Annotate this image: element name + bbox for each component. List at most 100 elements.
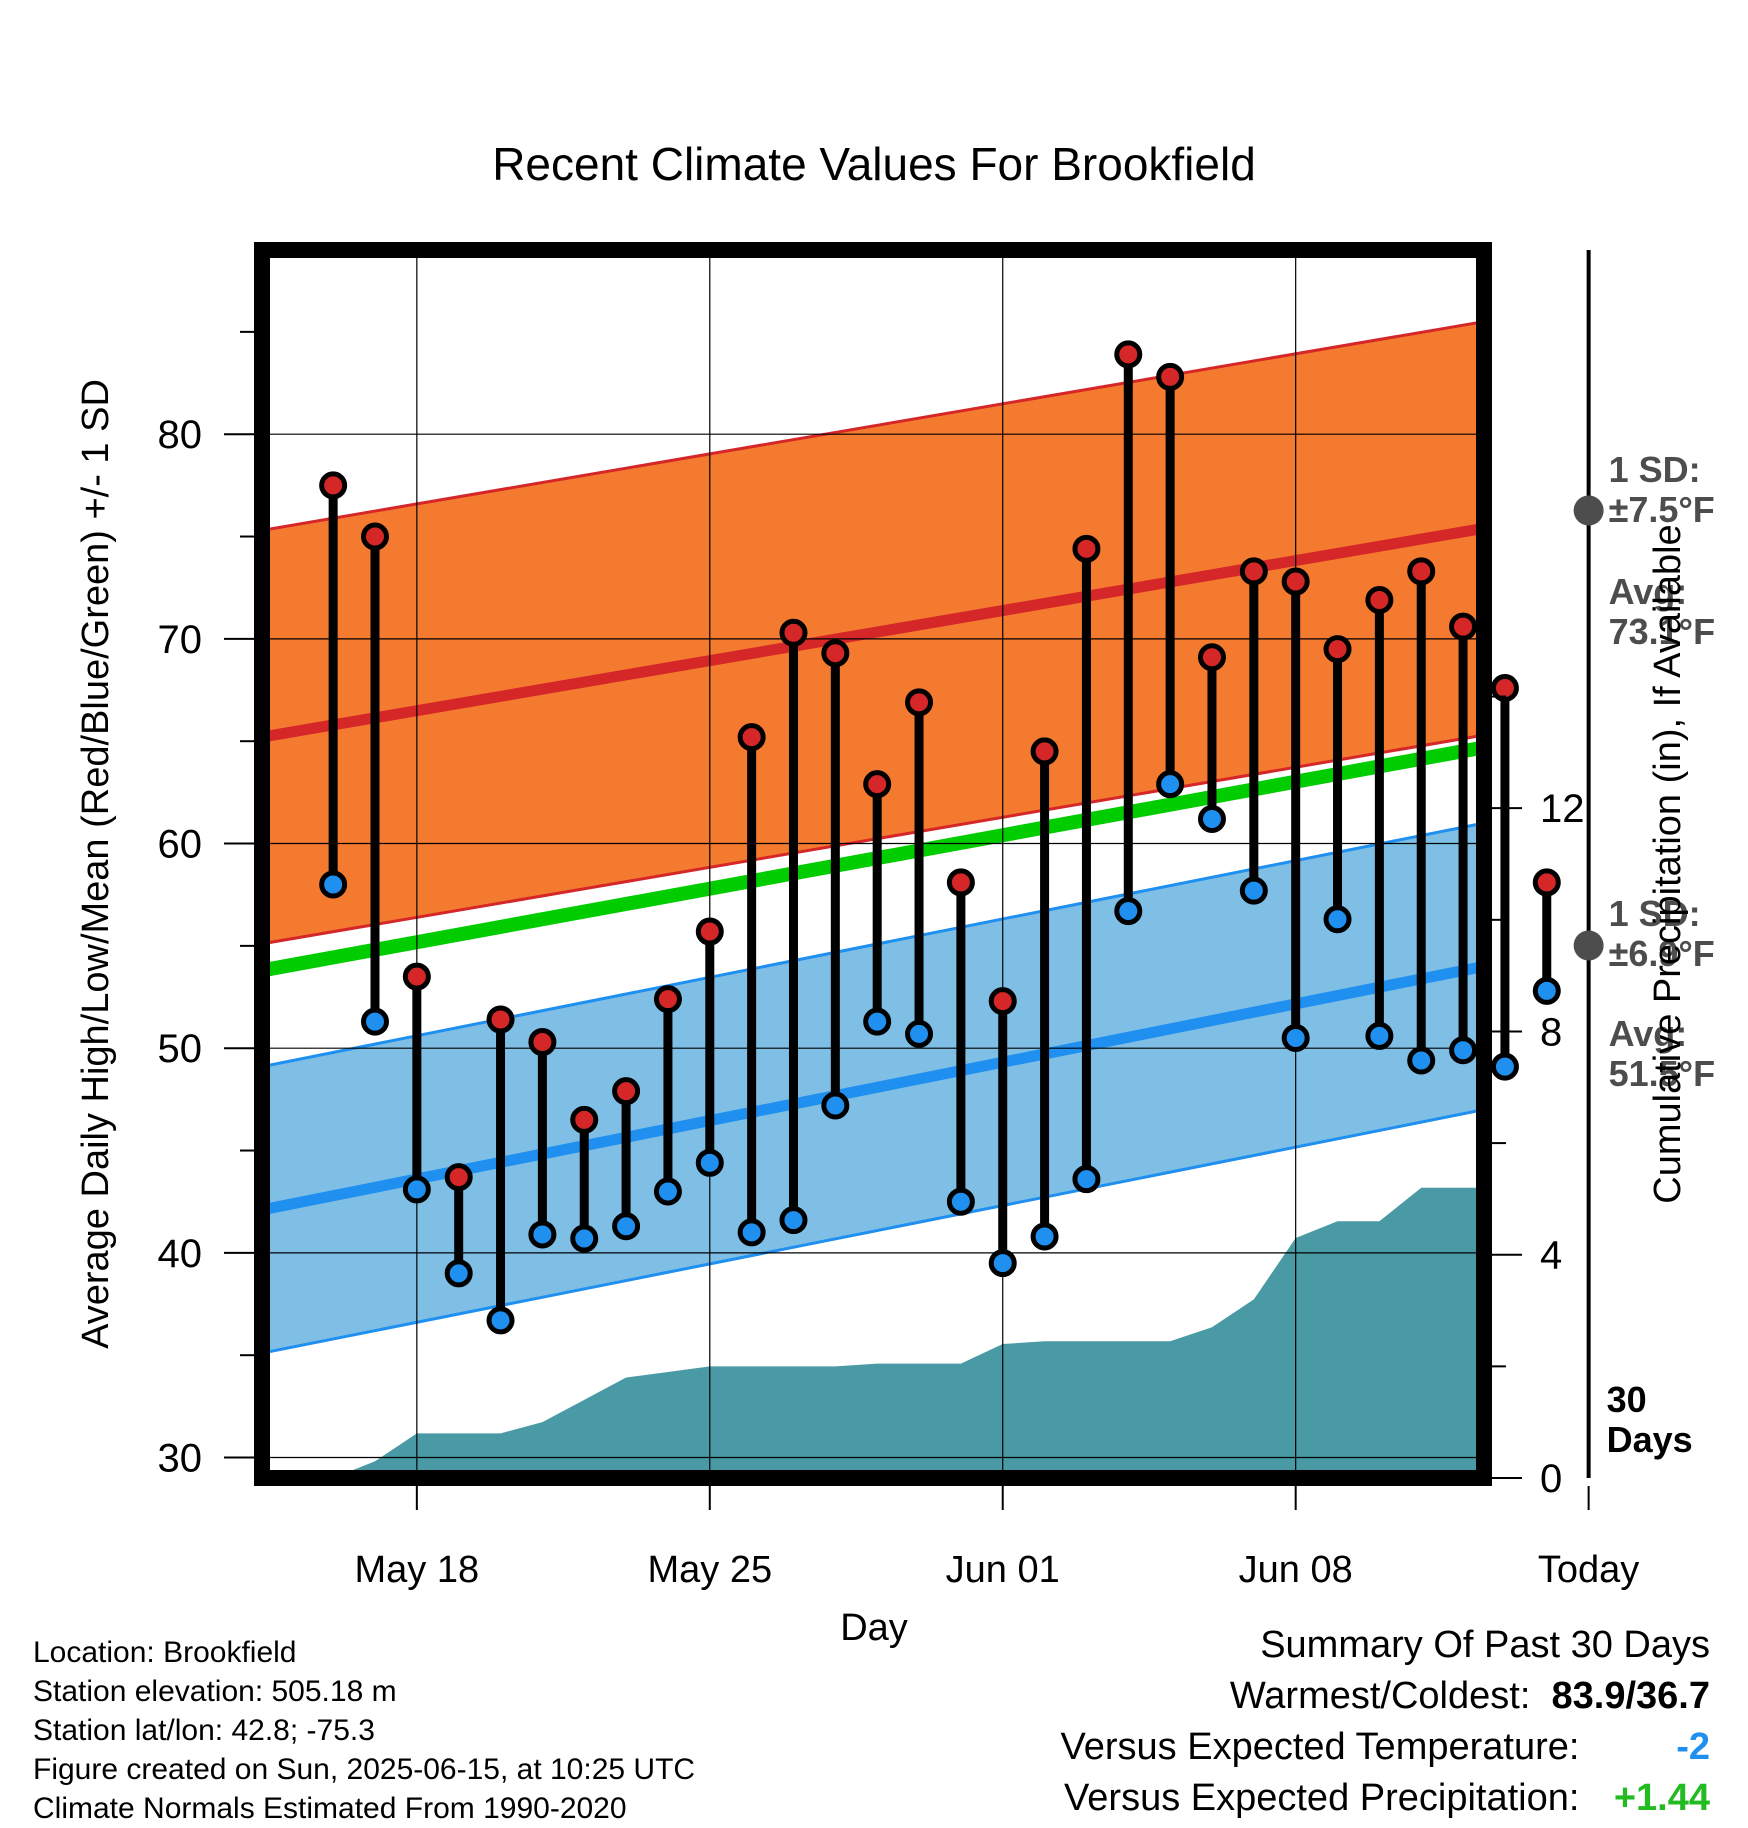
daily-low-point bbox=[905, 1019, 934, 1048]
x-tick-label: Jun 01 bbox=[946, 1549, 1060, 1591]
y-tick-label: 70 bbox=[158, 618, 203, 662]
temp-value: -2 bbox=[1676, 1726, 1710, 1768]
high-avg-value: 73.1°F bbox=[1609, 611, 1715, 652]
daily-high-point bbox=[779, 618, 808, 647]
cumulative-precip-area bbox=[333, 1187, 1484, 1478]
daily-low-point bbox=[1239, 876, 1268, 905]
days-count-word: Days bbox=[1607, 1419, 1693, 1460]
daily-low-point bbox=[444, 1259, 473, 1288]
y2-tick-label: 8 bbox=[1540, 1010, 1562, 1054]
daily-range-bars bbox=[319, 340, 1561, 1335]
high-sd-label: 1 SD: bbox=[1609, 449, 1701, 490]
daily-high-point bbox=[612, 1077, 641, 1106]
daily-high-point bbox=[1114, 340, 1143, 369]
daily-high-point bbox=[1407, 557, 1436, 586]
days-count-number: 30 bbox=[1607, 1379, 1647, 1420]
daily-high-point bbox=[821, 639, 850, 668]
daily-high-point bbox=[1365, 585, 1394, 614]
daily-low-point bbox=[1490, 1052, 1519, 1081]
y-tick-label: 50 bbox=[158, 1027, 203, 1071]
daily-low-point bbox=[1197, 804, 1226, 833]
today-high-avg-marker bbox=[1573, 495, 1604, 526]
plot-area bbox=[262, 320, 1484, 1478]
daily-high-point bbox=[444, 1163, 473, 1192]
x-tick-label: Jun 08 bbox=[1239, 1549, 1353, 1591]
daily-high-point bbox=[1072, 534, 1101, 563]
daily-low-point bbox=[1156, 770, 1185, 799]
daily-high-point bbox=[653, 985, 682, 1014]
daily-low-point bbox=[946, 1187, 975, 1216]
daily-low-point bbox=[528, 1220, 557, 1249]
daily-low-point bbox=[779, 1206, 808, 1235]
daily-low-point bbox=[360, 1007, 389, 1036]
daily-low-point bbox=[1281, 1023, 1310, 1052]
precip-value: +1.44 bbox=[1613, 1777, 1710, 1819]
daily-high-point bbox=[1449, 612, 1478, 641]
daily-low-point bbox=[1365, 1021, 1394, 1050]
y-tick-label: 40 bbox=[158, 1232, 203, 1276]
x-tick-label: May 18 bbox=[355, 1549, 480, 1591]
y2-tick-label: 12 bbox=[1540, 787, 1585, 831]
daily-low-point bbox=[402, 1175, 431, 1204]
summary-temp: Versus Expected Temperature: -2 bbox=[1061, 1726, 1710, 1769]
daily-high-point bbox=[946, 868, 975, 897]
daily-low-point bbox=[1532, 976, 1561, 1005]
today-low-avg-marker bbox=[1573, 930, 1604, 961]
y-tick-label: 60 bbox=[158, 823, 203, 867]
daily-low-point bbox=[612, 1212, 641, 1241]
footer-location: Location: Brookfield bbox=[33, 1636, 297, 1669]
daily-high-point bbox=[528, 1028, 557, 1057]
daily-high-point bbox=[1323, 635, 1352, 664]
y2-tick-label: 4 bbox=[1540, 1234, 1562, 1278]
y-axis-label: Average Daily High/Low/Mean (Red/Blue/Gr… bbox=[75, 379, 117, 1349]
daily-high-point bbox=[1490, 673, 1519, 702]
y2-axis-label: Cumulative Precipitation (in), If Availa… bbox=[1647, 524, 1689, 1203]
x-tick-label: May 25 bbox=[647, 1549, 772, 1591]
y2-tick-label: 0 bbox=[1540, 1457, 1562, 1501]
daily-low-point bbox=[988, 1249, 1017, 1278]
warm-cold-value: 83.9/36.7 bbox=[1551, 1675, 1710, 1717]
y-tick-label: 80 bbox=[158, 413, 203, 457]
x-tick-label: Today bbox=[1538, 1549, 1639, 1591]
daily-high-point bbox=[988, 987, 1017, 1016]
daily-high-point bbox=[486, 1005, 515, 1034]
normal-high-line bbox=[262, 522, 1484, 743]
chart-title: Recent Climate Values For Brookfield bbox=[492, 138, 1256, 190]
high-sd-value: ±7.5°F bbox=[1609, 489, 1715, 530]
low-avg-value: 51.5°F bbox=[1609, 1053, 1715, 1094]
y-tick-label: 30 bbox=[158, 1437, 203, 1481]
daily-high-point bbox=[570, 1105, 599, 1134]
daily-low-point bbox=[863, 1007, 892, 1036]
daily-low-point bbox=[1407, 1046, 1436, 1075]
daily-high-point bbox=[1532, 868, 1561, 897]
low-avg-label: Avg: bbox=[1609, 1013, 1688, 1054]
precip-label: Versus Expected Precipitation: bbox=[1064, 1777, 1580, 1819]
daily-high-point bbox=[1030, 737, 1059, 766]
plot-frame bbox=[254, 242, 1492, 1486]
low-sd-value: ±6.9°F bbox=[1609, 933, 1715, 974]
daily-low-point bbox=[319, 870, 348, 899]
daily-low-point bbox=[1072, 1165, 1101, 1194]
daily-low-point bbox=[1449, 1036, 1478, 1065]
daily-low-point bbox=[486, 1306, 515, 1335]
daily-low-point bbox=[695, 1148, 724, 1177]
daily-high-point bbox=[1197, 643, 1226, 672]
daily-high-point bbox=[737, 723, 766, 752]
high-avg-label: Avg: bbox=[1609, 571, 1688, 612]
footer-latlon: Station lat/lon: 42.8; -75.3 bbox=[33, 1714, 375, 1747]
summary-warm-cold: Warmest/Coldest: 83.9/36.7 bbox=[1230, 1675, 1710, 1718]
daily-high-point bbox=[905, 688, 934, 717]
grid-lines bbox=[262, 250, 1591, 1478]
daily-low-point bbox=[737, 1218, 766, 1247]
daily-high-point bbox=[695, 917, 724, 946]
axes: 30 40 50 60 70 80 0 4 8 12 May 18 May 25 Jun 01 Jun 0… bbox=[158, 330, 1639, 1591]
footer-normals: Climate Normals Estimated From 1990-2020 bbox=[33, 1792, 627, 1825]
daily-high-point bbox=[319, 471, 348, 500]
temp-label: Versus Expected Temperature: bbox=[1060, 1726, 1580, 1768]
daily-high-point bbox=[1239, 557, 1268, 586]
daily-low-point bbox=[1030, 1222, 1059, 1251]
warm-cold-label: Warmest/Coldest: bbox=[1229, 1675, 1531, 1717]
daily-high-point bbox=[863, 770, 892, 799]
